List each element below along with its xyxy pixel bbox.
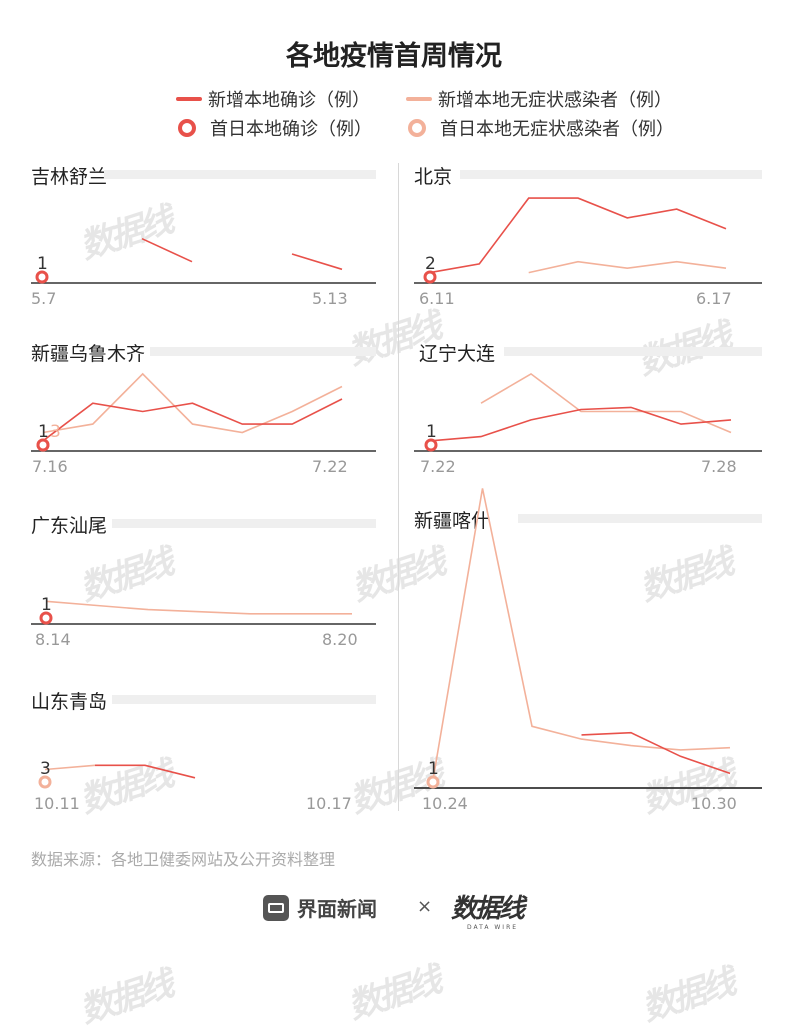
legend-new-local: 新增本地确诊（例） [176, 86, 370, 112]
legend-circle-confirmed [178, 119, 196, 137]
first-day-marker-confirmed [35, 270, 49, 284]
x-tick-label: 7.22 [420, 457, 456, 476]
panel-title: 辽宁大连 [419, 343, 496, 365]
first-day-value-label: 2 [425, 254, 436, 274]
series-line-confirmed [95, 764, 196, 779]
jiemian-logo-text: 界面新闻 [297, 897, 377, 921]
legend-label: 新增本地确诊（例） [208, 90, 370, 111]
legend-label: 新增本地无症状感染者（例） [438, 90, 672, 111]
x-tick-label: 7.22 [312, 457, 348, 476]
panel-title-bar [104, 170, 376, 179]
legend-new-asymptomatic: 新增本地无症状感染者（例） [406, 86, 672, 112]
x-tick-label: 6.17 [696, 289, 732, 308]
series-line-confirmed [291, 253, 343, 271]
series-line-confirmed [429, 197, 727, 274]
first-day-marker-confirmed [423, 270, 437, 284]
first-day-value-label: 1 [426, 422, 437, 442]
first-day-marker-confirmed [36, 438, 50, 452]
first-day-value-label-asymptomatic: 3 [50, 422, 61, 442]
panel-title: 广东汕尾 [31, 515, 108, 537]
series-line-confirmed [141, 237, 193, 263]
panel-title-bar [150, 347, 376, 356]
first-day-marker-confirmed [39, 611, 53, 625]
first-day-marker-asymptomatic [38, 775, 52, 789]
panel-title: 吉林舒兰 [31, 166, 108, 188]
x-tick-label: 8.14 [35, 630, 71, 649]
first-day-marker-asymptomatic [426, 775, 440, 789]
chart-title: 各地疫情首周情况 [286, 41, 502, 72]
series-line-asymptomatic [44, 764, 96, 771]
x-tick-label: 10.30 [691, 794, 737, 813]
panel-title: 山东青岛 [31, 691, 108, 713]
chart-canvas: 1 21 3 113 1 [31, 197, 762, 789]
panel-title-bar [460, 170, 762, 179]
series-line-asymptomatic [432, 488, 731, 781]
legend-first-local: 首日本地确诊（例） [178, 115, 372, 141]
x-tick-label: 10.11 [34, 794, 80, 813]
legend-first-asymptomatic: 首日本地无症状感染者（例） [408, 115, 674, 141]
x-tick-label: 6.11 [419, 289, 455, 308]
x-tick-label: 7.28 [701, 457, 737, 476]
legend-line-confirmed [176, 97, 202, 101]
datawire-logo: 数据线 [451, 894, 525, 924]
series-line-asymptomatic [528, 260, 727, 274]
first-day-value-label: 1 [428, 759, 439, 779]
series-line-asymptomatic [42, 372, 343, 434]
first-day-value-label: 1 [41, 595, 52, 615]
series-line-confirmed [42, 398, 343, 442]
series-line-confirmed [430, 406, 732, 442]
legend-label: 首日本地确诊（例） [210, 119, 372, 140]
panel-title-bar [112, 695, 376, 704]
times-sign: × [417, 896, 433, 917]
x-tick-label: 7.16 [32, 457, 68, 476]
x-tick-label: 10.24 [422, 794, 468, 813]
series-line-confirmed [581, 731, 731, 775]
x-tick-label: 5.7 [31, 289, 57, 308]
x-tick-label: 5.13 [312, 289, 348, 308]
first-day-value-label: 3 [40, 759, 51, 779]
panel-title: 新疆喀什 [414, 510, 491, 532]
x-tick-label: 8.20 [322, 630, 358, 649]
x-tick-label: 10.17 [306, 794, 352, 813]
panel-title: 新疆乌鲁木齐 [31, 343, 146, 365]
panel-title-bar [504, 347, 762, 356]
panel-title: 北京 [414, 166, 453, 188]
panel-title-bar [112, 519, 376, 528]
jiemian-logo: 界面新闻 [263, 893, 377, 922]
first-day-value-label: 1 [37, 254, 48, 274]
series-line-asymptomatic [480, 372, 732, 434]
datawire-logo-sub: DATA WIRE [467, 924, 519, 931]
data-source: 数据来源：各地卫健委网站及公开资料整理 [31, 850, 336, 869]
panel-divider [398, 163, 399, 811]
panel-title-bar [518, 514, 762, 523]
legend-line-asymptomatic [406, 97, 432, 101]
legend-circle-asymptomatic [408, 119, 426, 137]
series-line-asymptomatic [45, 600, 352, 615]
footer-logos: 界面新闻 × 数据线 DATA WIRE [0, 888, 788, 938]
first-day-value-label: 1 [38, 422, 49, 442]
first-day-marker-confirmed [424, 438, 438, 452]
jiemian-logo-icon [263, 894, 289, 921]
legend-label: 首日本地无症状感染者（例） [440, 119, 674, 140]
